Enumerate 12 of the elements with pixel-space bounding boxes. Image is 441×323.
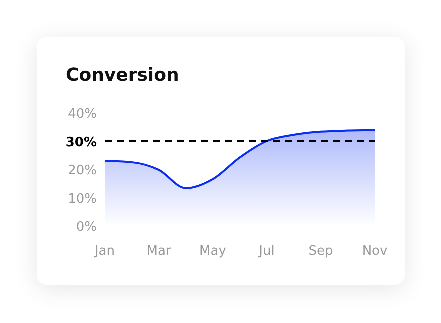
y-tick-label: 40%: [68, 107, 97, 122]
x-tick-label: Mar: [146, 244, 172, 260]
chart-title: Conversion: [66, 65, 180, 86]
x-tick-label: Jul: [258, 244, 275, 260]
x-tick-label: Jan: [94, 244, 116, 260]
x-tick-label: Sep: [308, 244, 334, 260]
y-tick-label: 10%: [68, 192, 97, 207]
y-tick-label: 30%: [66, 135, 97, 150]
x-tick-label: Nov: [362, 244, 388, 260]
x-tick-label: May: [200, 244, 227, 260]
y-tick-label: 20%: [68, 164, 97, 178]
y-tick-label: 0%: [76, 220, 97, 235]
